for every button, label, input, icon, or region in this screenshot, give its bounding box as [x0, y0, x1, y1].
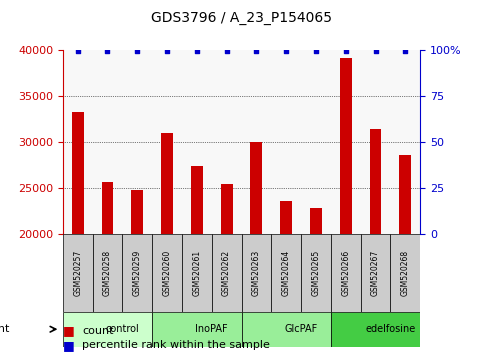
Bar — [251, 142, 262, 234]
Bar — [101, 182, 114, 234]
FancyBboxPatch shape — [301, 234, 331, 312]
FancyBboxPatch shape — [242, 312, 331, 347]
Point — [253, 48, 260, 54]
Text: agent: agent — [0, 324, 10, 334]
Bar — [340, 58, 352, 234]
Text: GSM520259: GSM520259 — [133, 250, 142, 296]
Text: GSM520268: GSM520268 — [401, 250, 410, 296]
Text: GSM520260: GSM520260 — [163, 250, 171, 296]
Text: edelfosine: edelfosine — [365, 324, 415, 334]
Bar — [399, 155, 412, 234]
Bar — [221, 184, 233, 234]
Text: count: count — [82, 326, 114, 336]
Text: GDS3796 / A_23_P154065: GDS3796 / A_23_P154065 — [151, 11, 332, 25]
Text: ■: ■ — [63, 325, 74, 337]
FancyBboxPatch shape — [331, 312, 420, 347]
Text: GSM520262: GSM520262 — [222, 250, 231, 296]
Text: GSM520266: GSM520266 — [341, 250, 350, 296]
Text: GSM520264: GSM520264 — [282, 250, 291, 296]
FancyBboxPatch shape — [271, 234, 301, 312]
Bar — [161, 133, 173, 234]
FancyBboxPatch shape — [390, 234, 420, 312]
Point — [282, 48, 290, 54]
Point — [74, 48, 82, 54]
Point — [104, 48, 112, 54]
Text: GSM520265: GSM520265 — [312, 250, 320, 296]
Point — [133, 48, 141, 54]
Bar — [280, 201, 292, 234]
Text: percentile rank within the sample: percentile rank within the sample — [82, 340, 270, 350]
Text: InoPAF: InoPAF — [196, 324, 228, 334]
Point — [223, 48, 230, 54]
FancyBboxPatch shape — [361, 234, 390, 312]
Bar — [369, 129, 382, 234]
FancyBboxPatch shape — [152, 312, 242, 347]
FancyBboxPatch shape — [63, 312, 152, 347]
FancyBboxPatch shape — [122, 234, 152, 312]
Point — [401, 48, 409, 54]
Point — [163, 48, 171, 54]
FancyBboxPatch shape — [152, 234, 182, 312]
FancyBboxPatch shape — [63, 234, 93, 312]
FancyBboxPatch shape — [182, 234, 212, 312]
Bar — [191, 166, 203, 234]
Text: GSM520263: GSM520263 — [252, 250, 261, 296]
Bar — [72, 112, 84, 234]
FancyBboxPatch shape — [242, 234, 271, 312]
Text: GSM520258: GSM520258 — [103, 250, 112, 296]
FancyBboxPatch shape — [212, 234, 242, 312]
Bar — [131, 190, 143, 234]
FancyBboxPatch shape — [331, 234, 361, 312]
Text: ■: ■ — [63, 339, 74, 352]
Text: control: control — [105, 324, 139, 334]
Text: GSM520257: GSM520257 — [73, 250, 82, 296]
Point — [193, 48, 201, 54]
Point — [372, 48, 380, 54]
Text: GSM520267: GSM520267 — [371, 250, 380, 296]
Point — [312, 48, 320, 54]
Bar — [310, 208, 322, 234]
Text: GSM520261: GSM520261 — [192, 250, 201, 296]
Point — [342, 48, 350, 54]
Text: GlcPAF: GlcPAF — [284, 324, 318, 334]
FancyBboxPatch shape — [93, 234, 122, 312]
